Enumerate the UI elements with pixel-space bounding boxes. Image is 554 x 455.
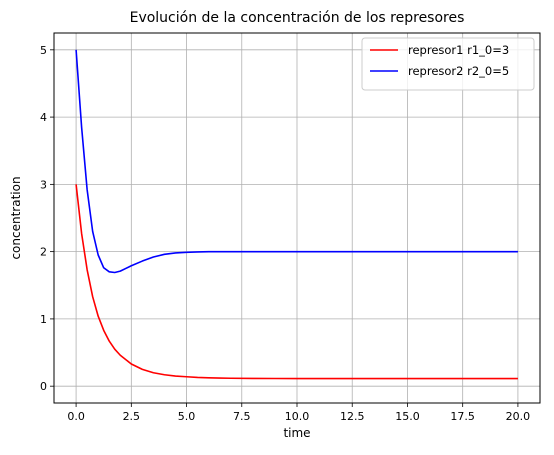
x-tick-label: 15.0 — [395, 410, 420, 423]
y-tick-label: 1 — [40, 313, 47, 326]
y-tick-label: 0 — [40, 380, 47, 393]
x-tick-label: 5.0 — [178, 410, 196, 423]
series-line-2 — [75, 49, 518, 274]
y-tick-label: 3 — [40, 178, 47, 191]
chart-title: Evolución de la concentración de los rep… — [130, 10, 465, 26]
x-tick-label: 10.0 — [285, 410, 310, 423]
y-axis-label: concentration — [9, 176, 23, 259]
x-tick-label: 20.0 — [506, 410, 531, 423]
x-tick-label: 0.0 — [67, 410, 85, 423]
legend-label-1: represor1 r1_0=3 — [408, 43, 509, 57]
x-axis-label: time — [283, 426, 310, 440]
y-tick-label: 5 — [40, 44, 47, 57]
series-line-1 — [75, 184, 518, 380]
series-lines — [75, 49, 518, 380]
grid-lines — [54, 33, 540, 403]
axis-ticks: 0.0 2.5 5.0 7.5 10.0 12.5 15.0 17.5 20.0 0 1 2 3 4 5 — [40, 44, 530, 423]
legend-box — [361, 37, 535, 91]
x-tick-label: 17.5 — [450, 410, 475, 423]
legend-label-2: represor2 r2_0=5 — [408, 64, 509, 78]
x-tick-label: 12.5 — [340, 410, 365, 423]
y-tick-label: 4 — [40, 111, 47, 124]
x-tick-label: 7.5 — [233, 410, 251, 423]
x-tick-label: 2.5 — [123, 410, 141, 423]
legend: represor1 r1_0=3 represor2 r2_0=5 — [361, 37, 535, 91]
y-tick-label: 2 — [40, 246, 47, 259]
